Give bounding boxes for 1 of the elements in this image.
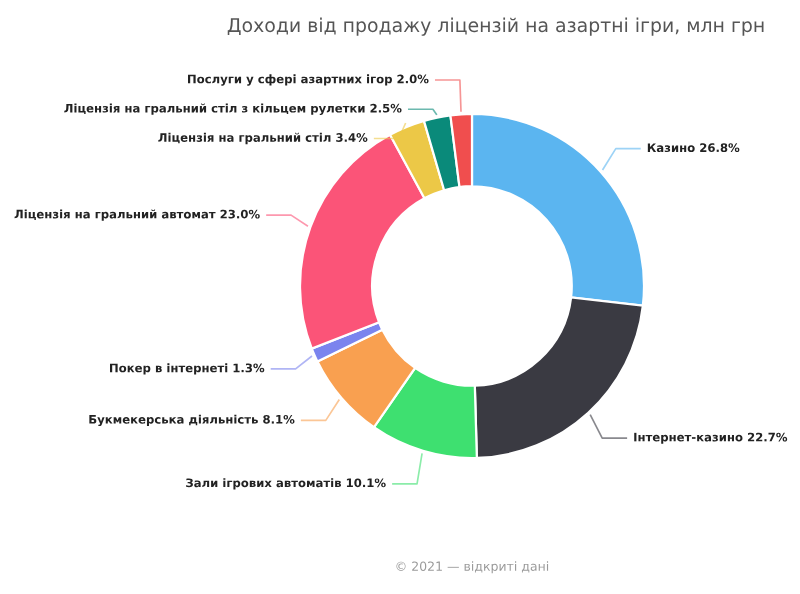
- chart-title: Доходи від продажу ліцензій на азартні ігри, млн грн: [227, 17, 764, 36]
